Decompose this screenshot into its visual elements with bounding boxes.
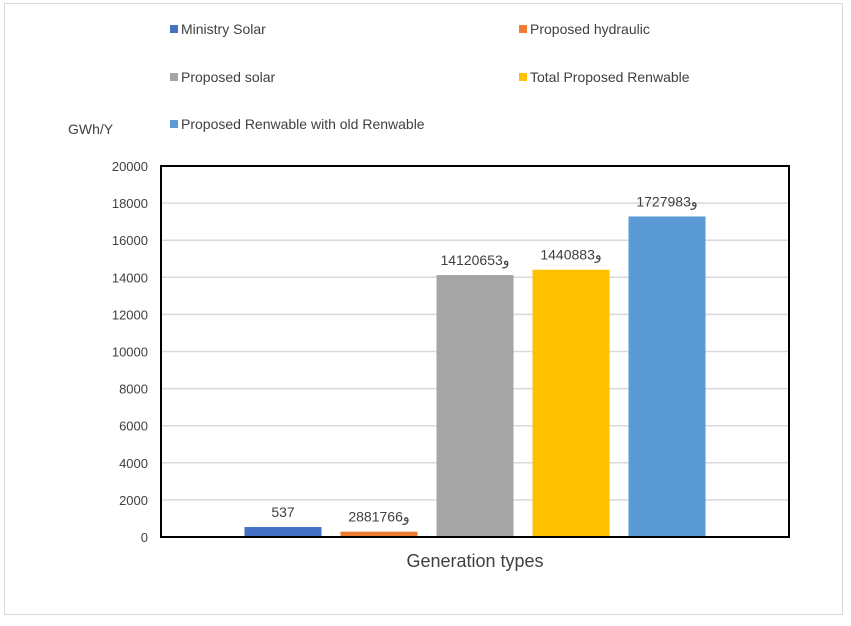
y-tick-label: 6000 <box>119 419 148 434</box>
legend-item-label: Proposed solar <box>181 69 276 85</box>
y-tick-label: 4000 <box>119 456 148 471</box>
bar <box>628 216 706 537</box>
data-label: 14408و83 <box>540 247 601 264</box>
bar <box>340 531 418 537</box>
y-tick-label: 10000 <box>112 345 148 360</box>
legend-swatch <box>519 73 527 81</box>
data-label: 17279و83 <box>636 193 697 210</box>
y-tick-label: 0 <box>141 530 148 545</box>
legend-item-label: Total Proposed Renwable <box>530 69 690 85</box>
chart-frame <box>4 3 843 615</box>
y-tick-label: 14000 <box>112 270 148 285</box>
x-axis-title: Generation types <box>406 551 543 571</box>
legend-item-label: Proposed Renwable with old Renwable <box>181 116 425 132</box>
data-label: 537 <box>271 504 295 520</box>
bar <box>244 527 322 537</box>
y-tick-label: 20000 <box>112 159 148 174</box>
legend-swatch <box>519 25 527 33</box>
y-tick-label: 2000 <box>119 493 148 508</box>
y-axis-title: GWh/Y <box>68 121 114 137</box>
legend-item-label: Ministry Solar <box>181 21 266 37</box>
legend-swatch <box>170 73 178 81</box>
legend-item-label: Proposed hydraulic <box>530 21 650 37</box>
bar <box>436 275 514 537</box>
y-tick-label: 16000 <box>112 233 148 248</box>
bars <box>244 216 706 537</box>
legend-swatch <box>170 25 178 33</box>
plot-area-border <box>160 165 790 538</box>
data-labels: 537 288و1766 14120و653 14408و83 17279و83 <box>271 193 697 525</box>
data-label: 14120و653 <box>440 252 509 269</box>
y-axis-ticks: 0 2000 4000 6000 8000 10000 12000 14000 16000 180… <box>112 159 148 545</box>
y-tick-label: 12000 <box>112 307 148 322</box>
data-label: 288و1766 <box>348 509 409 526</box>
legend: Ministry Solar Proposed hydraulic Proposed… <box>170 21 690 132</box>
bar <box>532 269 610 537</box>
legend-swatch <box>170 120 178 128</box>
y-tick-label: 18000 <box>112 196 148 211</box>
y-tick-label: 8000 <box>119 382 148 397</box>
